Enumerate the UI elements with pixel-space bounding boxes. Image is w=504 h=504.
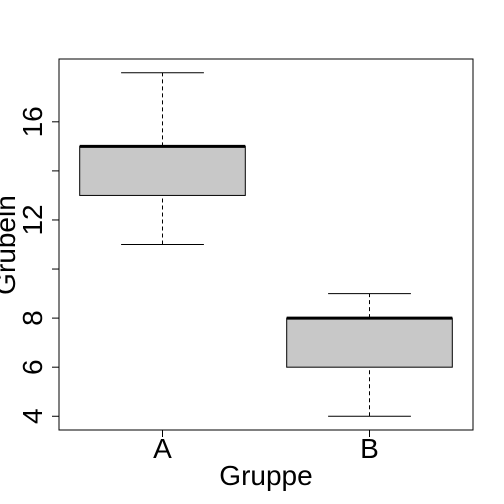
y-tick-label-4: 4 [17, 408, 48, 424]
y-tick-label-12: 12 [17, 204, 48, 235]
y-tick-label-16: 16 [17, 106, 48, 137]
x-tick-label-b: B [360, 433, 379, 464]
y-axis-title: Grübeln [0, 195, 21, 295]
plot-elements: A B 4 6 8 12 16 [17, 58, 474, 464]
y-tick-label-6: 6 [17, 359, 48, 375]
y-tick-label-8: 8 [17, 310, 48, 326]
box-a [79, 145, 246, 196]
x-tick-label-a: A [153, 433, 172, 464]
x-axis-title: Gruppe [219, 460, 312, 491]
box-b [286, 317, 453, 368]
